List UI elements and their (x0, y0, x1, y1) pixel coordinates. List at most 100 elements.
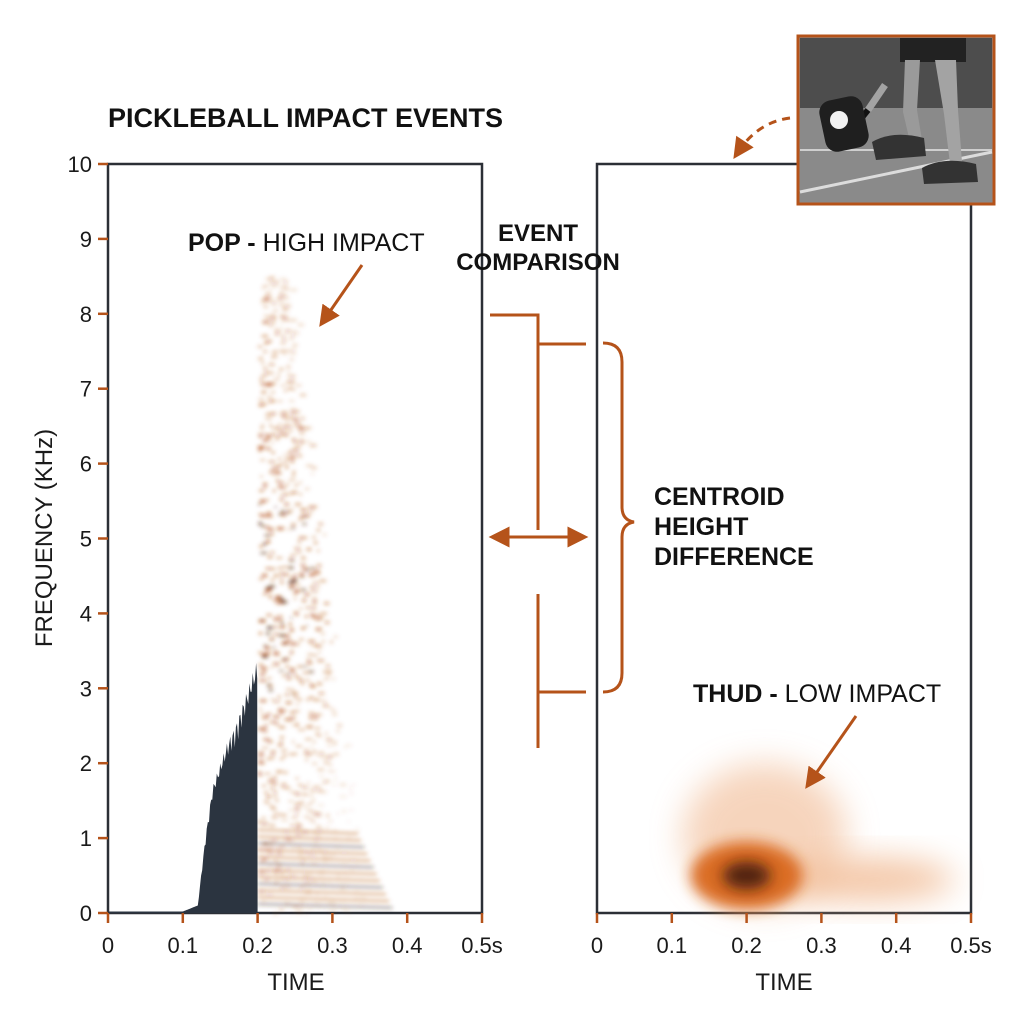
pop-energy-cell (290, 667, 294, 671)
pop-energy-cell (273, 617, 277, 621)
pop-energy-cell (301, 682, 305, 685)
pop-energy-cell (262, 655, 269, 658)
pop-energy-cell (273, 353, 276, 356)
pop-energy-cell (281, 513, 285, 516)
pop-energy-cell (260, 666, 267, 670)
pop-energy-cell (318, 683, 323, 686)
pop-energy-cell (305, 615, 308, 618)
pop-energy-cell (285, 303, 289, 307)
pop-energy-cell (295, 777, 299, 780)
pop-energy-cell (287, 451, 292, 455)
pop-energy-cell (276, 465, 280, 469)
pop-energy-cell (264, 371, 271, 374)
x-tick-label: 0.4 (881, 933, 912, 958)
pop-energy-cell (286, 365, 291, 369)
pop-energy-cell (264, 534, 271, 537)
pop-energy-cell (290, 288, 297, 292)
pop-energy-cell (297, 425, 304, 428)
pop-energy-cell (332, 783, 336, 786)
pop-energy-cell (339, 900, 346, 903)
pop-energy-cell (308, 505, 315, 509)
pop-harmonic-band (257, 842, 365, 849)
pop-energy-cell (259, 708, 262, 710)
pop-energy-cell (277, 708, 282, 712)
pop-energy-cell (296, 423, 300, 426)
pop-energy-cell (264, 724, 267, 728)
pop-energy-cell (260, 552, 267, 554)
pop-energy-cell (267, 436, 271, 439)
pop-energy-cell (279, 349, 287, 353)
pop-energy-cell (311, 590, 318, 593)
pop-energy-cell (266, 434, 270, 438)
pop-energy-cell (308, 716, 312, 720)
pop-energy-cell (295, 676, 301, 679)
pop-energy-cell (354, 864, 360, 867)
pop-energy-cell (319, 756, 327, 759)
pop-energy-cell (307, 809, 314, 813)
pop-energy-cell (292, 418, 297, 423)
pop-energy-cell (269, 471, 273, 474)
pop-energy-cell (283, 283, 288, 286)
pop-energy-cell (278, 513, 283, 516)
brace-label-line2: HEIGHT (654, 513, 748, 541)
pop-energy-cell (263, 314, 268, 317)
pop-energy-cell (327, 754, 334, 758)
pop-energy-cell (281, 335, 285, 338)
pop-energy-cell (329, 707, 333, 709)
event-comparison: EVENT COMPARISON CENTROID HEIGHT DIFFERE… (456, 220, 814, 748)
pop-energy-cell (326, 814, 329, 818)
pop-energy-cell (297, 454, 302, 458)
pop-energy-cell (259, 545, 263, 548)
pop-energy-cell (270, 399, 276, 402)
pop-energy-cell (310, 614, 316, 617)
pop-energy-cell (258, 773, 263, 777)
pop-energy-cell (272, 781, 278, 783)
y-tick-label: 1 (80, 826, 92, 851)
pop-energy-cell (259, 699, 267, 703)
pop-energy-cell (275, 280, 281, 283)
pop-energy-cell (322, 781, 327, 784)
pop-energy-cell (257, 820, 261, 824)
pop-energy-cell (287, 835, 291, 838)
pop-energy-cell (316, 789, 321, 793)
pop-energy-cell (279, 486, 286, 489)
pop-energy-cell (274, 664, 280, 666)
pop-energy-cell (282, 309, 286, 312)
pop-chart: 0 1 2 3 4 5 6 7 8 9 10 0 0.1 0.2 0.3 0.4 0.5s FREQUENCY… (31, 152, 503, 996)
pop-energy-cell (283, 601, 288, 603)
pop-energy-cell (298, 728, 305, 731)
pop-energy-cell (319, 579, 327, 582)
pop-energy-cell (331, 709, 336, 712)
pop-energy-cell (261, 747, 269, 749)
pop-energy-cell (275, 437, 278, 439)
pop-energy-cell (300, 588, 306, 591)
photo-pointer-arrow (733, 116, 791, 159)
pop-energy-cell (329, 770, 336, 773)
pop-energy-cell (263, 285, 269, 287)
brace-label-line1: CENTROID (654, 483, 785, 511)
pop-energy-cell (316, 828, 321, 832)
pop-energy-cell (271, 285, 277, 288)
pop-energy-cell (295, 833, 302, 837)
pop-energy-cell (323, 670, 327, 674)
pop-energy-cell (265, 567, 272, 570)
x-tick-label: 0.1 (168, 933, 199, 958)
pop-energy-cell (283, 286, 287, 288)
pop-energy-cell (268, 778, 274, 781)
thud-plot-frame (595, 162, 973, 915)
pop-energy-cell (258, 513, 262, 515)
pop-energy-cell (278, 634, 286, 637)
pop-energy-cell (282, 641, 287, 644)
pop-energy-cell (279, 278, 286, 280)
pop-energy-cell (280, 581, 284, 584)
thud-annotation-text: LOW IMPACT (778, 680, 941, 708)
pop-energy-cell (285, 466, 288, 470)
pop-energy-cell (266, 894, 273, 896)
pop-energy-cell (272, 489, 276, 493)
pop-energy-cell (318, 846, 321, 849)
pop-energy-cell (278, 298, 284, 301)
pop-energy-cell (313, 740, 316, 744)
pop-harmonic-band (257, 828, 358, 835)
pop-energy-cell (264, 439, 269, 443)
